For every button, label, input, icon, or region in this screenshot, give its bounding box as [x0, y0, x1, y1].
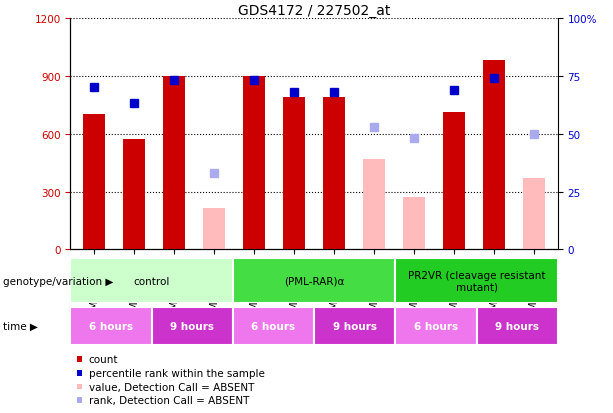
Bar — [204, 209, 226, 250]
Bar — [243, 76, 265, 250]
Text: 6 hours: 6 hours — [89, 321, 133, 331]
Text: genotype/variation ▶: genotype/variation ▶ — [3, 276, 113, 286]
Text: rank, Detection Call = ABSENT: rank, Detection Call = ABSENT — [88, 395, 249, 405]
Bar — [233, 258, 395, 304]
Bar — [283, 97, 305, 250]
Text: 6 hours: 6 hours — [251, 321, 295, 331]
Bar — [523, 178, 545, 250]
Bar — [123, 140, 145, 250]
Text: count: count — [88, 354, 118, 364]
Bar — [363, 159, 385, 250]
Text: 9 hours: 9 hours — [333, 321, 377, 331]
Bar — [395, 308, 477, 345]
Title: GDS4172 / 227502_at: GDS4172 / 227502_at — [238, 4, 390, 18]
Bar — [152, 308, 233, 345]
Text: percentile rank within the sample: percentile rank within the sample — [88, 368, 264, 378]
Text: PR2VR (cleavage resistant
mutant): PR2VR (cleavage resistant mutant) — [408, 270, 546, 292]
Bar — [443, 113, 465, 250]
Bar — [483, 61, 505, 250]
Bar — [70, 258, 233, 304]
Bar — [83, 115, 105, 250]
Text: value, Detection Call = ABSENT: value, Detection Call = ABSENT — [88, 382, 254, 392]
Bar — [403, 198, 425, 250]
Text: 6 hours: 6 hours — [414, 321, 458, 331]
Bar — [477, 308, 558, 345]
Bar — [323, 97, 345, 250]
Bar — [395, 258, 558, 304]
Bar — [233, 308, 314, 345]
Bar — [314, 308, 395, 345]
Text: 9 hours: 9 hours — [495, 321, 539, 331]
Text: (PML-RAR)α: (PML-RAR)α — [284, 276, 345, 286]
Text: 9 hours: 9 hours — [170, 321, 215, 331]
Text: control: control — [134, 276, 170, 286]
Bar — [164, 76, 185, 250]
Text: time ▶: time ▶ — [3, 321, 38, 331]
Bar — [70, 308, 152, 345]
